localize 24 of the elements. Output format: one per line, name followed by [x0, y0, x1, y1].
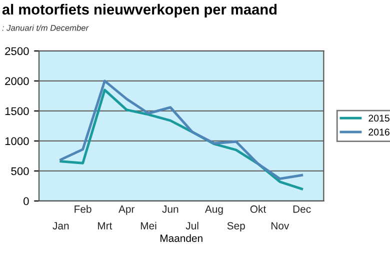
- x-axis-title: Maanden: [160, 234, 202, 242]
- x-tick-label: Jul: [186, 222, 198, 230]
- x-tick-label: Sep: [227, 222, 245, 232]
- x-tick-label: Okt: [250, 205, 266, 213]
- x-tick-label: Aug: [204, 206, 223, 215]
- chart-subtitle: : Januari t/m December: [2, 24, 89, 31]
- x-tick-label: Dec: [293, 206, 311, 213]
- x-tick-label: Feb: [74, 205, 92, 213]
- y-tick-label: 500: [11, 167, 29, 176]
- x-tick-label: Apr: [118, 206, 135, 215]
- x-tick-label: Mrt: [98, 222, 112, 230]
- x-tick-label: Mei: [140, 222, 156, 230]
- x-tick-label: Jan: [52, 222, 69, 230]
- legend-label: 2015: [368, 114, 390, 122]
- chart-title: al motorfiets nieuwverkopen per maand: [2, 4, 277, 18]
- y-tick-label: 1500: [5, 107, 29, 116]
- x-tick-label: Nov: [271, 222, 290, 230]
- legend-label: 2016: [368, 128, 390, 136]
- y-tick-label: 0: [24, 197, 29, 206]
- y-tick-label: 1000: [5, 137, 29, 146]
- x-tick-label: Jun: [162, 206, 178, 213]
- y-tick-label: 2000: [5, 77, 29, 86]
- y-tick-label: 2500: [5, 47, 29, 56]
- line-series: [60, 80, 304, 180]
